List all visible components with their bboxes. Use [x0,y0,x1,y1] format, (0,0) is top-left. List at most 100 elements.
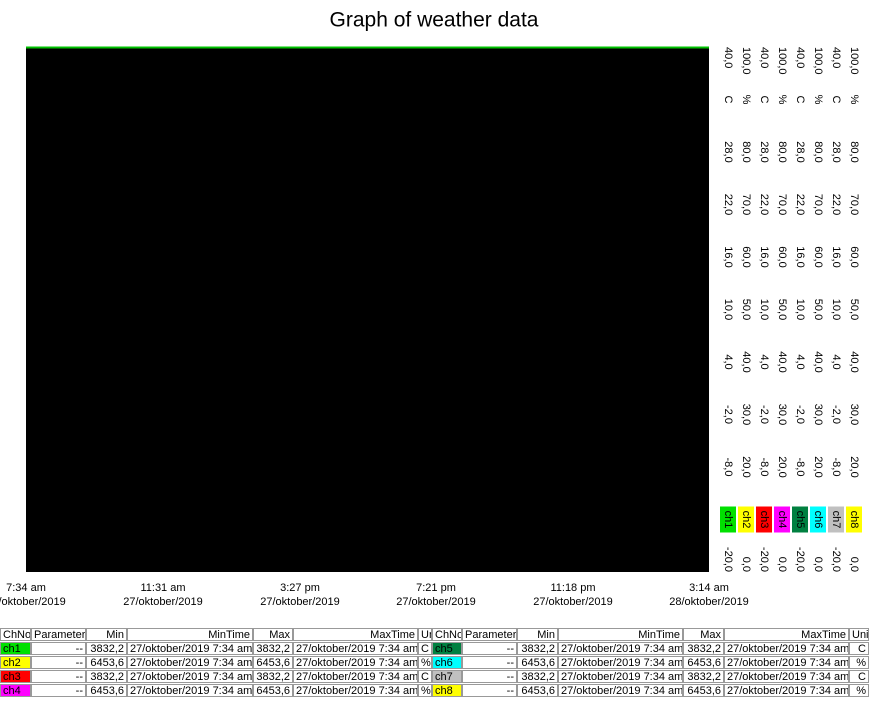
table-cell: % [849,684,869,697]
table-cell: 27/oktober/2019 7:34 am [127,642,253,655]
channel-badge [828,506,844,533]
table-header: ChNo [0,628,31,641]
y-tick-label: 30,0 [740,404,752,425]
channel-cell: ch8 [432,684,462,697]
table-cell: 27/oktober/2019 7:34 am [724,656,849,669]
table-header: Unit [418,628,432,641]
y-tick-label: 30,0 [848,404,860,425]
table-cell: C [849,670,869,683]
y-tick-label: 20,0 [776,456,788,477]
x-time-label: 3:14 am [689,582,729,594]
y-tick-label: 100,0 [776,47,788,75]
y-tick-label: 40,0 [776,351,788,372]
y-tick-label: 4,0 [794,354,806,369]
table-header: MinTime [558,628,683,641]
x-date-label: 27/oktober/2019 [396,596,476,608]
y-tick-label: 60,0 [812,246,824,267]
y-tick-label: 40,0 [848,351,860,372]
y-tick-label: -20,0 [722,547,734,572]
y-tick-label: 40,0 [830,47,842,68]
y-tick-label: -2,0 [830,405,842,424]
table-header: Min [86,628,127,641]
y-tick-label: 80,0 [812,141,824,162]
y-unit-label: % [812,95,824,105]
y-tick-label: -8,0 [722,458,734,477]
table-cell: 27/oktober/2019 7:34 am [558,656,683,669]
y-tick-label: 20,0 [848,456,860,477]
y-tick-label: 60,0 [848,246,860,267]
table-cell: C [418,670,432,683]
y-unit-label: % [740,95,752,105]
table-cell: -- [31,642,86,655]
table-cell: 27/oktober/2019 7:34 am [293,684,418,697]
y-tick-label: 80,0 [848,141,860,162]
x-time-label: 7:21 pm [416,582,456,594]
table-cell: -- [462,684,517,697]
y-tick-label: 70,0 [776,194,788,215]
y-tick-label: 70,0 [812,194,824,215]
channel-badge [756,506,772,533]
y-unit-label: C [722,96,734,104]
channel-badge [738,506,754,533]
table-cell: 6453,6 [253,684,293,697]
y-tick-label: 4,0 [758,354,770,369]
table-cell: 27/oktober/2019 7:34 am [724,670,849,683]
table-cell: 3832,2 [683,642,724,655]
graph-title: Graph of weather data [330,9,539,32]
table-cell: 6453,6 [683,656,724,669]
table-cell: 3832,2 [683,670,724,683]
y-tick-label: -8,0 [830,458,842,477]
y-tick-label: 40,0 [722,47,734,68]
y-tick-label: 10,0 [722,299,734,320]
table-header: Max [683,628,724,641]
table-header: MinTime [127,628,253,641]
table-header: MaxTime [724,628,849,641]
y-unit-label: C [830,96,842,104]
table-cell: 27/oktober/2019 7:34 am [724,642,849,655]
y-tick-label: 16,0 [794,246,806,267]
y-tick-label: 40,0 [812,351,824,372]
y-tick-label: 60,0 [776,246,788,267]
y-tick-label: 30,0 [776,404,788,425]
table-cell: 3832,2 [253,642,293,655]
y-tick-label: 0,0 [740,557,752,572]
graph: Graph of weather data 7:34 am 27/oktober/… [0,9,862,608]
table-cell: 6453,6 [86,656,127,669]
y-tick-label: 70,0 [740,194,752,215]
channel-cell: ch5 [432,642,462,655]
y-tick-label: 22,0 [758,194,770,215]
y-tick-label: -8,0 [794,458,806,477]
table-cell: 27/oktober/2019 7:34 am [558,642,683,655]
y-tick-label: 22,0 [794,194,806,215]
table-cell: % [418,656,432,669]
channel-label: ch2 [740,511,752,529]
channel-label: ch8 [848,511,860,529]
y-tick-label: 28,0 [794,141,806,162]
y-tick-label: 4,0 [830,354,842,369]
y-tick-label: 22,0 [830,194,842,215]
y-tick-label: -2,0 [722,405,734,424]
table-header: Unit [849,628,869,641]
channel-cell: ch6 [432,656,462,669]
y-tick-label: 40,0 [740,351,752,372]
y-tick-label: 22,0 [722,194,734,215]
channel-label: ch3 [758,511,770,529]
table-cell: % [849,656,869,669]
y-unit-label: C [794,96,806,104]
channel-badge [846,506,862,533]
y-tick-label: 20,0 [812,456,824,477]
table-cell: -- [462,670,517,683]
y-tick-label: -20,0 [794,547,806,572]
y-tick-label: 50,0 [740,299,752,320]
channel-cell: ch7 [432,670,462,683]
y-tick-label: 0,0 [812,557,824,572]
plot-area [26,47,709,572]
x-time-label: 11:31 am [140,582,185,594]
channel-label: ch5 [794,511,806,529]
y-tick-label: 80,0 [776,141,788,162]
y-tick-label: 10,0 [830,299,842,320]
channel-cell: ch3 [0,670,31,683]
table-cell: 3832,2 [86,670,127,683]
table-cell: 27/oktober/2019 7:34 am [293,670,418,683]
